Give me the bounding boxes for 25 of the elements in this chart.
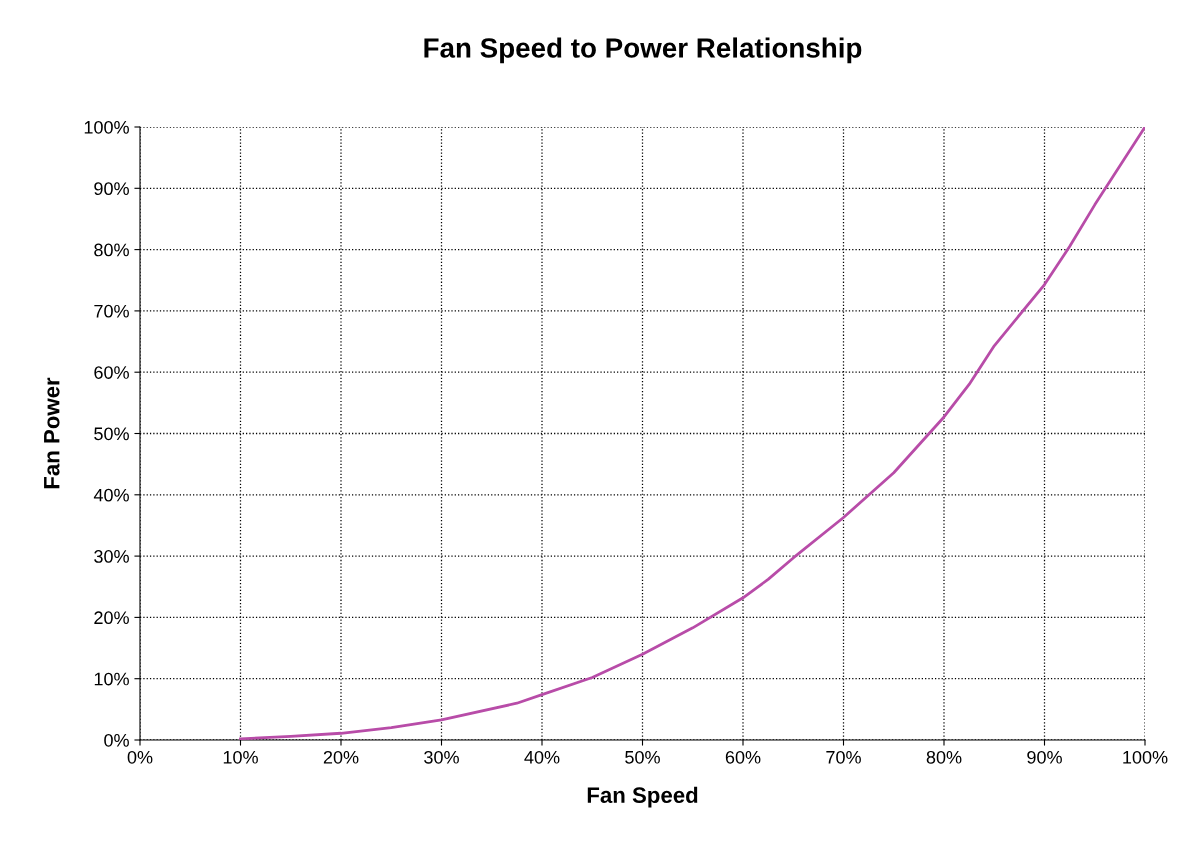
y-tick-label: 0% (104, 733, 129, 747)
x-tick-label: 70% (826, 750, 861, 764)
x-tick-label: 30% (424, 750, 459, 764)
x-tick-label: 50% (625, 750, 660, 764)
x-axis-title: Fan Speed (587, 786, 698, 808)
x-tick-label: 40% (524, 750, 560, 764)
y-tick-label: 30% (94, 550, 129, 563)
y-tick-label: 40% (93, 488, 129, 502)
y-tick-label: 100% (84, 120, 129, 134)
y-tick-label: 90% (94, 182, 129, 196)
y-tick-label: 50% (94, 427, 129, 441)
y-tick-label: 60% (94, 366, 129, 379)
x-tick-label: 90% (1027, 750, 1062, 764)
y-tick-label: 20% (94, 611, 129, 625)
x-tick-label: 60% (725, 750, 761, 764)
x-tick-label: 10% (223, 750, 258, 764)
x-tick-label: 80% (926, 750, 962, 764)
y-tick-label: 10% (94, 672, 129, 686)
y-tick-label: 70% (94, 304, 129, 318)
y-axis-title: Fan Power (44, 377, 60, 489)
chart-title: Fan Speed to Power Relationship (424, 37, 862, 64)
x-tick-label: 0% (127, 750, 153, 764)
y-tick-label: 80% (94, 243, 129, 257)
x-tick-label: 20% (323, 750, 359, 764)
x-tick-label: 100% (1123, 750, 1168, 764)
